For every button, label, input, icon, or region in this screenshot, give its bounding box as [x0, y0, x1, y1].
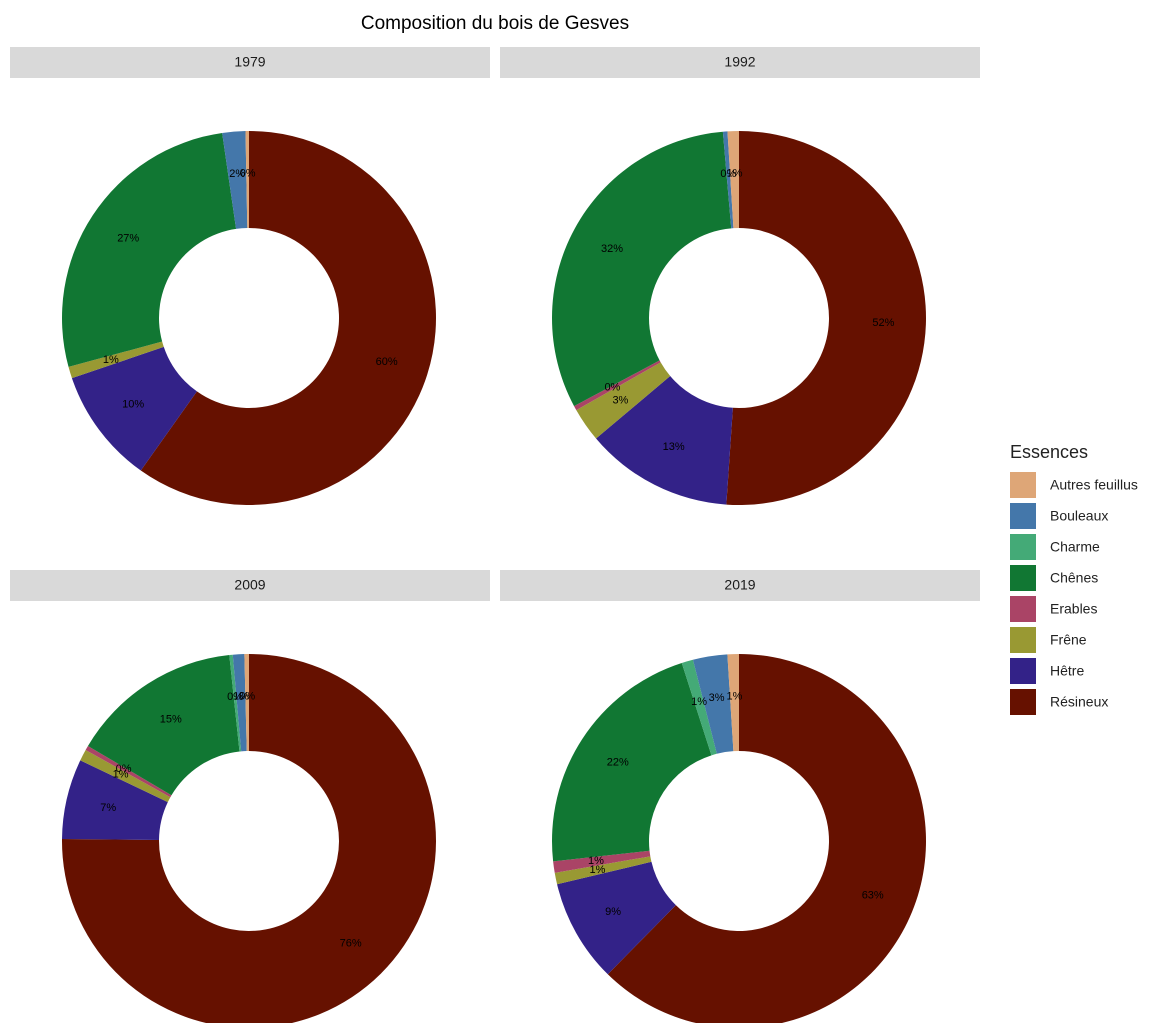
donut-slice — [85, 745, 172, 798]
donut-slice — [557, 861, 676, 975]
facet-title: 2009 — [234, 577, 265, 593]
donut-slice — [229, 654, 242, 752]
data-label: 52% — [872, 317, 894, 329]
legend-label: Frêne — [1050, 632, 1087, 648]
data-label: 32% — [601, 243, 623, 255]
data-label: 15% — [160, 713, 182, 725]
donut-slice — [68, 341, 164, 379]
legend-key — [1010, 689, 1036, 715]
donut-slice — [727, 654, 739, 752]
donut-slice — [692, 654, 734, 754]
legend-key — [1010, 534, 1036, 560]
facet-title: 1979 — [234, 54, 265, 70]
legend-key — [1010, 472, 1036, 498]
data-label: 0% — [239, 690, 255, 702]
donut-slice — [576, 362, 671, 439]
donut-slice — [722, 131, 734, 229]
data-label: 3% — [612, 394, 628, 406]
data-label: 1% — [589, 864, 605, 876]
donut-slice — [607, 654, 927, 1028]
facet-title: 2019 — [724, 577, 755, 593]
donut-slice — [727, 131, 739, 229]
data-label: 0% — [720, 168, 736, 180]
donut-slice — [62, 760, 168, 841]
data-label: 1% — [113, 769, 129, 781]
donut-slice — [553, 850, 651, 873]
donut-slice — [87, 655, 240, 796]
legend-label: Bouleaux — [1050, 508, 1108, 524]
legend-key — [1010, 627, 1036, 653]
data-label: 1% — [727, 167, 743, 179]
legend-label: Hêtre — [1050, 663, 1084, 679]
facet-strip — [500, 47, 980, 78]
data-label: 0% — [604, 382, 620, 394]
facet-strip — [500, 570, 980, 601]
data-label: 13% — [663, 441, 685, 453]
donut-slice — [140, 131, 436, 505]
donut-slice — [554, 856, 652, 885]
donut-slice — [681, 659, 717, 756]
legend-label: Chênes — [1050, 570, 1098, 586]
data-label: 0% — [116, 763, 132, 775]
data-label: 7% — [100, 802, 116, 814]
facet-strip — [10, 47, 490, 78]
data-label: 2% — [229, 168, 245, 180]
data-label: 0% — [240, 167, 256, 179]
legend-label: Autres feuillus — [1050, 477, 1138, 493]
legend-label: Résineux — [1050, 694, 1108, 710]
donut-slice — [232, 654, 247, 752]
donut-slice — [245, 131, 249, 229]
data-label: 1% — [727, 690, 743, 702]
data-label: 27% — [117, 233, 139, 245]
chart-title: Composition du bois de Gesves — [361, 13, 629, 34]
donut-slice — [62, 654, 436, 1028]
donut-slice — [244, 654, 249, 752]
data-label: 0% — [227, 691, 243, 703]
data-label: 76% — [340, 938, 362, 950]
data-label: 1% — [588, 855, 604, 867]
data-label: 3% — [709, 692, 725, 704]
data-label: 1% — [233, 691, 249, 703]
donut-slice — [80, 750, 171, 803]
donut-slice — [552, 662, 712, 862]
legend-key — [1010, 565, 1036, 591]
donut-slice — [552, 131, 732, 407]
legend-key — [1010, 658, 1036, 684]
legend-title: Essences — [1010, 442, 1088, 462]
data-label: 1% — [103, 354, 119, 366]
data-label: 63% — [862, 890, 884, 902]
legend-label: Charme — [1050, 539, 1100, 555]
donut-slice — [574, 360, 661, 411]
legend-key — [1010, 503, 1036, 529]
data-label: 9% — [605, 906, 621, 918]
donut-slice — [222, 131, 248, 229]
data-label: 10% — [122, 398, 144, 410]
data-label: 60% — [376, 356, 398, 368]
donut-slice — [726, 131, 926, 505]
data-label: 1% — [691, 696, 707, 708]
donut-slice — [62, 132, 237, 367]
donut-slice — [596, 376, 733, 505]
legend-label: Erables — [1050, 601, 1097, 617]
facet-strip — [10, 570, 490, 601]
legend-key — [1010, 596, 1036, 622]
facet-title: 1992 — [724, 54, 755, 70]
donut-slice — [71, 346, 197, 471]
data-label: 22% — [607, 756, 629, 768]
